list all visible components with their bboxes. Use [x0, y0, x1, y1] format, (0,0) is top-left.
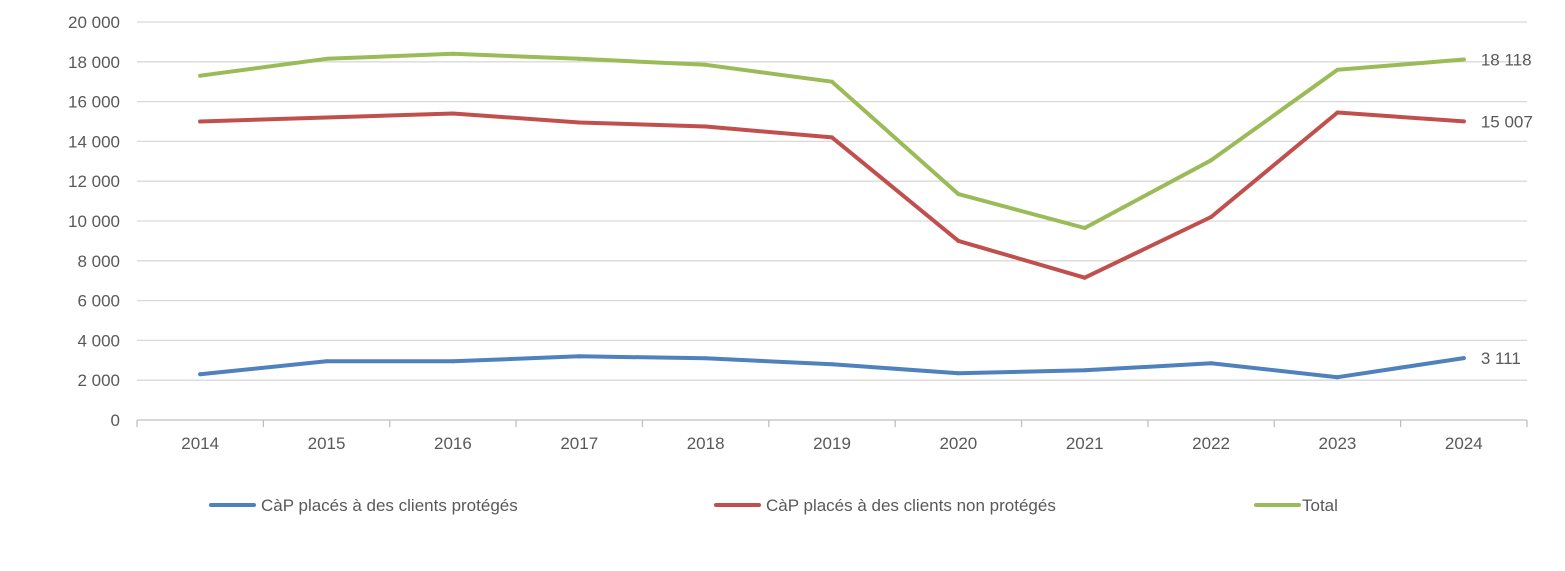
x-tick-label: 2017 — [560, 434, 598, 453]
y-tick-label: 10 000 — [68, 212, 120, 231]
data-point — [956, 238, 961, 243]
x-axis-ticks: 2014 2015 2016 2017 2018 2019 2020 2021 2022 2023… — [136, 420, 1528, 453]
data-point — [324, 359, 329, 364]
y-tick-label: 0 — [111, 411, 120, 430]
data-point — [830, 135, 834, 140]
end-labels: 3 111 15 007 18 118 — [1481, 50, 1533, 368]
y-tick-label: 8 000 — [77, 252, 120, 271]
data-point — [1461, 57, 1466, 62]
x-tick-label: 2018 — [687, 434, 725, 453]
data-point — [324, 115, 329, 120]
legend-label: Total — [1302, 496, 1338, 515]
x-tick-label: 2020 — [939, 434, 977, 453]
data-point — [450, 51, 455, 56]
x-tick-label: 2016 — [434, 434, 472, 453]
series-end-label: 18 118 — [1481, 50, 1532, 69]
series-lines — [198, 51, 1466, 380]
x-tick-label: 2023 — [1319, 434, 1357, 453]
data-point — [830, 79, 834, 84]
y-tick-label: 2 000 — [77, 371, 120, 390]
data-point — [703, 356, 708, 361]
data-point — [198, 372, 203, 377]
data-point — [1082, 275, 1087, 280]
data-point — [324, 56, 329, 61]
x-tick-label: 2021 — [1066, 434, 1104, 453]
y-tick-label: 18 000 — [68, 53, 120, 72]
legend-label: CàP placés à des clients non protégés — [766, 496, 1056, 515]
data-point — [577, 56, 582, 61]
data-point — [577, 120, 582, 125]
y-tick-label: 4 000 — [77, 331, 120, 350]
data-point — [1335, 110, 1340, 115]
x-tick-label: 2022 — [1192, 434, 1230, 453]
data-point — [830, 362, 834, 367]
y-tick-label: 6 000 — [77, 292, 120, 311]
x-tick-label: 2019 — [813, 434, 851, 453]
legend-label: CàP placés à des clients protégés — [261, 496, 518, 515]
y-tick-label: 20 000 — [68, 13, 120, 32]
data-point — [1209, 215, 1214, 220]
data-point — [1335, 67, 1340, 72]
y-tick-label: 12 000 — [68, 172, 120, 191]
y-axis-ticks: 0 2 000 4 000 6 000 8 000 10 000 12 000 14 000 1… — [68, 13, 120, 430]
data-point — [703, 62, 708, 67]
series-end-label: 3 111 — [1481, 349, 1521, 368]
data-point — [703, 124, 708, 129]
data-point — [450, 359, 455, 364]
data-point — [1461, 356, 1466, 361]
data-point — [1209, 158, 1214, 163]
data-point — [956, 371, 961, 376]
gridlines — [137, 21, 1527, 421]
data-point — [1461, 119, 1466, 124]
x-tick-label: 2015 — [308, 434, 346, 453]
series-line-1 — [198, 354, 1466, 380]
data-point — [577, 354, 582, 359]
data-point — [1082, 368, 1087, 373]
data-point — [956, 192, 961, 197]
y-tick-label: 14 000 — [68, 132, 120, 151]
data-point — [198, 119, 203, 124]
data-point — [1209, 361, 1214, 366]
data-point — [1082, 225, 1087, 230]
series-end-label: 15 007 — [1481, 112, 1533, 131]
x-tick-label: 2024 — [1445, 434, 1483, 453]
y-tick-label: 16 000 — [68, 93, 120, 112]
x-tick-label: 2014 — [181, 434, 219, 453]
data-point — [1335, 375, 1340, 380]
legend: CàP placés à des clients protégés CàP pla… — [209, 496, 1338, 515]
data-point — [450, 111, 455, 116]
data-point — [198, 73, 203, 78]
